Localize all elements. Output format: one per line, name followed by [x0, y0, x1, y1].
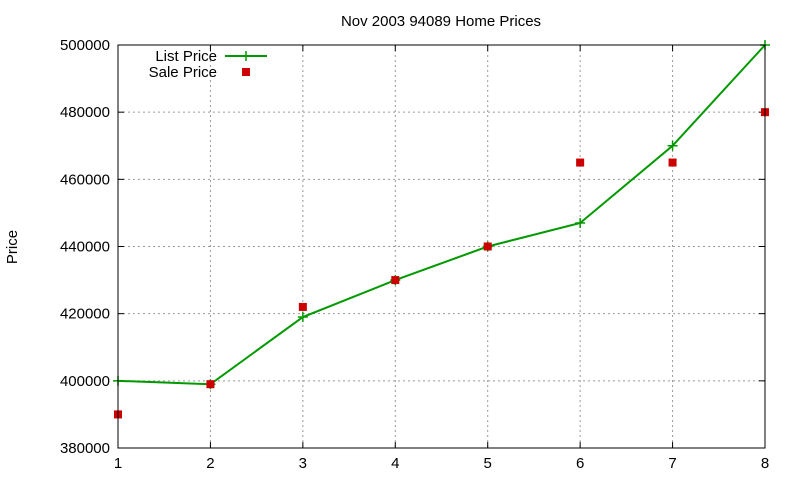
data-point: [391, 276, 400, 285]
legend-label: Sale Price: [149, 64, 217, 81]
chart-title: Nov 2003 94089 Home Prices: [341, 13, 541, 30]
x-tick-label: 4: [391, 455, 399, 472]
data-point: [575, 217, 586, 228]
x-tick-label: 5: [484, 455, 492, 472]
y-tick-label: 420000: [60, 306, 110, 323]
y-tick-label: 380000: [60, 440, 110, 457]
series-layer: [113, 40, 770, 419]
x-tick-label: 2: [206, 455, 214, 472]
series-list-price: [113, 40, 770, 390]
legend-label: List Price: [155, 48, 217, 65]
data-point: [576, 158, 585, 167]
x-tick-label: 3: [299, 455, 307, 472]
y-tick-label: 480000: [60, 104, 110, 121]
legend-marker: [241, 51, 251, 61]
data-point: [297, 312, 308, 323]
data-point: [206, 380, 215, 389]
data-point: [483, 242, 492, 251]
axis-ticks: 380000 400000 420000 440000 460000 480000 5000…: [60, 37, 769, 472]
y-tick-label: 500000: [60, 37, 110, 54]
y-tick-label: 400000: [60, 373, 110, 390]
y-axis-label: Price: [4, 230, 21, 264]
x-tick-label: 6: [576, 455, 584, 472]
x-tick-label: 8: [761, 455, 769, 472]
series-line: [117, 44, 766, 386]
grid-lines: [117, 44, 766, 449]
data-point: [298, 302, 307, 311]
y-tick-label: 460000: [60, 171, 110, 188]
legend-marker: [242, 68, 250, 76]
y-tick-label: 440000: [60, 239, 110, 256]
data-point: [668, 158, 677, 167]
x-tick-label: 7: [668, 455, 676, 472]
plot-frame: [117, 44, 766, 449]
data-point: [667, 140, 678, 151]
x-tick-label: 1: [114, 455, 122, 472]
